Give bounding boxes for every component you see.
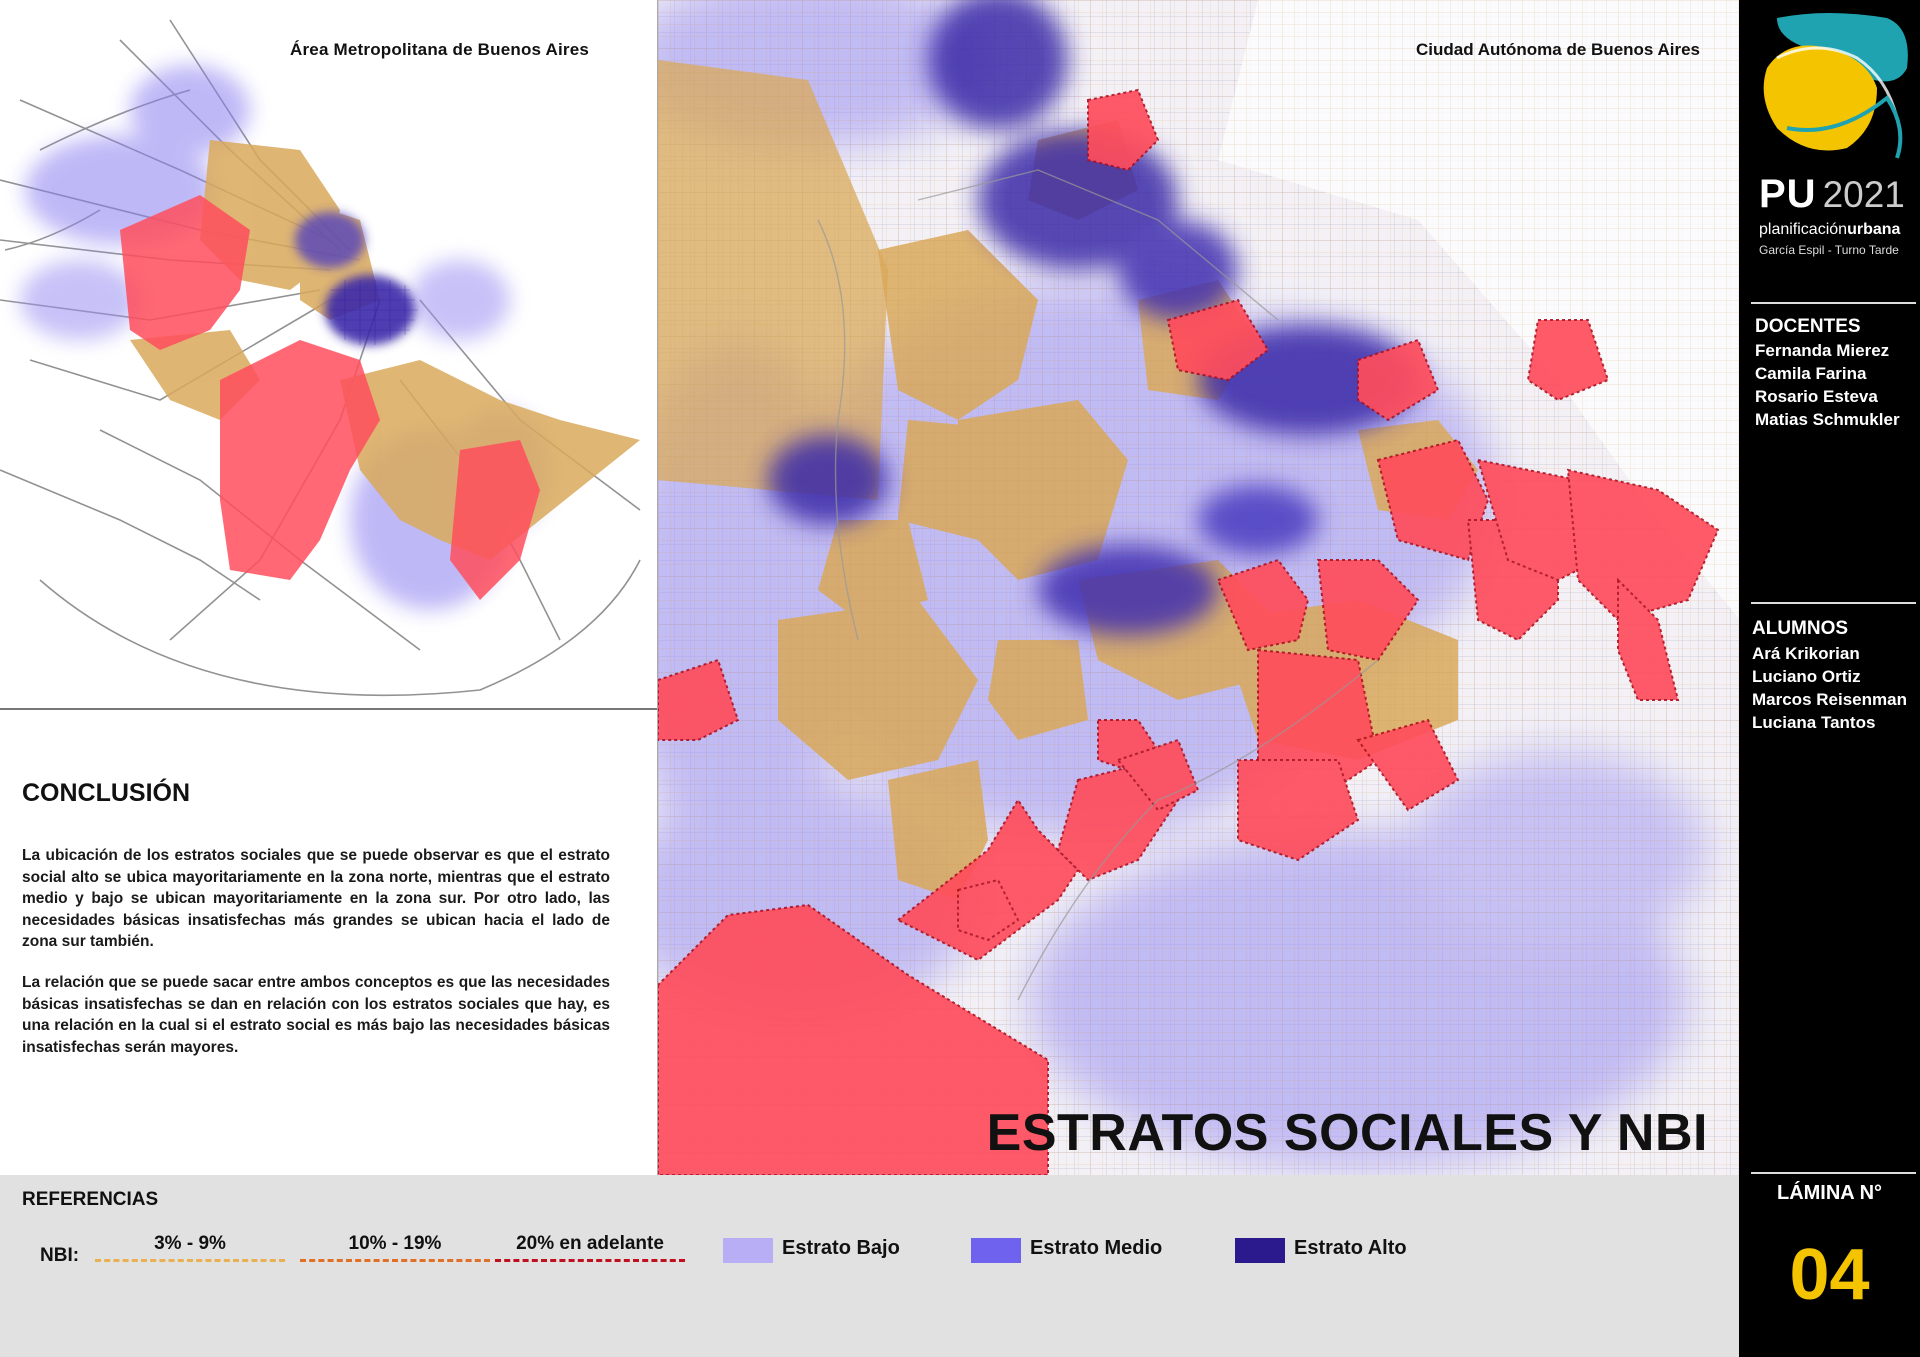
strata-high-label: Estrato Alto: [1294, 1237, 1407, 1259]
legend-title: REFERENCIAS: [22, 1189, 159, 1210]
strata-mid-label: Estrato Medio: [1030, 1237, 1163, 1259]
caba-rail-lines: [817, 169, 1379, 1001]
sheet-title: ESTRATOS SOCIALES Y NBI: [986, 1104, 1708, 1162]
pu-logo-letters: PU: [1759, 172, 1817, 216]
strata-low-swatch: [723, 1238, 773, 1263]
pu-logo-year: 2021: [1822, 174, 1905, 215]
left-panel: Área Metropolitana de Buenos Aires CONCL…: [0, 0, 657, 1175]
lamina-number: 04: [1789, 1235, 1870, 1315]
alumno-name: Ará Krikorian: [1752, 644, 1860, 663]
caba-nbi-high: [658, 88, 1720, 1175]
amba-map-title: Área Metropolitana de Buenos Aires: [290, 40, 590, 59]
pu-subtitle-regular: planificación: [1759, 221, 1848, 238]
nbi-class-high-label: 20% en adelante: [516, 1233, 664, 1254]
legend: REFERENCIAS NBI: 3% - 9% 10% - 19% 20% e…: [0, 1175, 1739, 1357]
docente-name: Rosario Esteva: [1755, 387, 1878, 406]
nbi-label: NBI:: [40, 1245, 80, 1266]
alumnos-title: ALUMNOS: [1752, 618, 1849, 639]
amba-nbi-high: [120, 195, 540, 600]
nbi-class-low-line: [95, 1259, 285, 1262]
nbi-class-high-line: [495, 1259, 685, 1262]
nbi-class-low-label: 3% - 9%: [154, 1233, 226, 1254]
strata-high-swatch: [1235, 1238, 1285, 1263]
nbi-class-mid-line: [300, 1259, 490, 1262]
docente-name: Matias Schmukler: [1755, 410, 1900, 429]
caba-map-title: Ciudad Autónoma de Buenos Aires: [1416, 40, 1700, 59]
pu-course: García Espil - Turno Tarde: [1759, 243, 1899, 257]
docente-name: Fernanda Mierez: [1755, 341, 1890, 360]
alumno-name: Luciana Tantos: [1752, 713, 1876, 732]
divider: [1751, 302, 1916, 304]
caba-map: Ciudad Autónoma de Buenos Aires ESTRATOS…: [657, 0, 1740, 1175]
pu-logo-graphic: [1763, 13, 1908, 159]
docente-name: Camila Farina: [1755, 364, 1867, 383]
strata-mid-swatch: [971, 1238, 1021, 1263]
alumno-name: Luciano Ortiz: [1752, 667, 1861, 686]
divider: [1751, 1172, 1916, 1174]
conclusion-paragraph-1: La ubicación de los estratos sociales qu…: [22, 847, 610, 950]
lamina-label: LÁMINA N°: [1776, 1182, 1883, 1204]
alumno-name: Marcos Reisenman: [1752, 690, 1907, 709]
nbi-class-mid-label: 10% - 19%: [348, 1233, 442, 1254]
pu-subtitle-bold: urbana: [1847, 221, 1901, 238]
sidebar: PU 2021 planificaciónurbana García Espil …: [1739, 0, 1920, 1357]
caba-map-graphic: [658, 0, 1740, 1175]
divider: [1751, 602, 1916, 604]
conclusion-title: CONCLUSIÓN: [22, 779, 191, 807]
pu-subtitle: planificaciónurbana: [1759, 221, 1900, 239]
strata-low-label: Estrato Bajo: [782, 1237, 900, 1259]
amba-core-grid: [330, 280, 418, 345]
amba-map-graphic: [0, 19, 641, 697]
conclusion-paragraph-2: La relación que se puede sacar entre amb…: [22, 974, 610, 1056]
docentes-title: DOCENTES: [1755, 316, 1861, 337]
pu-logo-text: PU 2021: [1759, 172, 1919, 217]
amba-map: [0, 0, 657, 710]
